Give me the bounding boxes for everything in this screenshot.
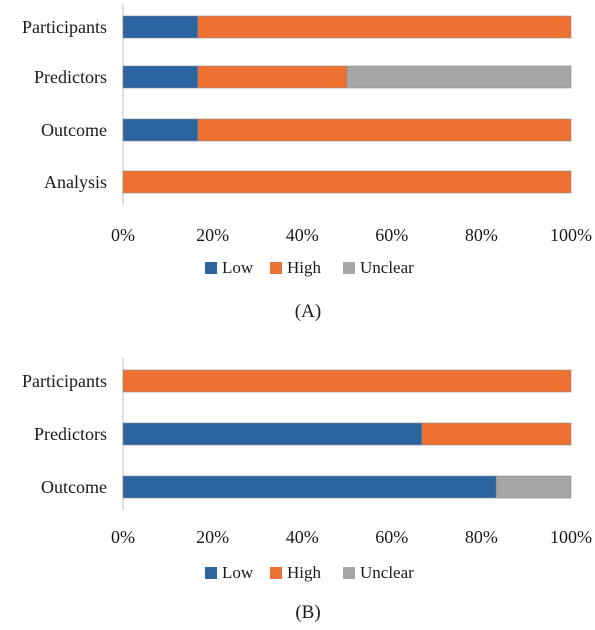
bar-segment-low: [122, 118, 199, 142]
category-label: Predictors: [34, 424, 107, 444]
x-tick-label: 60%: [375, 225, 408, 245]
bar-segment-high: [122, 369, 572, 393]
legend-label-high: High: [287, 258, 322, 277]
legend-swatch-high: [270, 262, 282, 274]
category-label: Analysis: [44, 172, 107, 192]
bar-segment-unclear: [346, 65, 572, 89]
legend-label-high: High: [287, 563, 322, 582]
x-tick-label: 20%: [196, 225, 229, 245]
legend-swatch-unclear: [343, 262, 355, 274]
bar-segment-high: [197, 15, 572, 39]
x-tick-label: 40%: [286, 527, 319, 547]
chart-caption: (B): [295, 602, 320, 623]
legend-label-unclear: Unclear: [360, 563, 414, 582]
legend-swatch-low: [205, 262, 217, 274]
x-tick-label: 0%: [111, 527, 135, 547]
x-tick-label: 20%: [196, 527, 229, 547]
x-tick-label: 40%: [286, 225, 319, 245]
x-tick-label: 100%: [550, 527, 592, 547]
bar-segment-high: [122, 170, 572, 194]
bar-segment-low: [122, 475, 497, 499]
legend-label-low: Low: [222, 563, 254, 582]
category-label: Outcome: [41, 120, 107, 140]
x-tick-label: 80%: [465, 527, 498, 547]
x-tick-label: 60%: [375, 527, 408, 547]
category-label: Participants: [22, 17, 107, 37]
legend-label-unclear: Unclear: [360, 258, 414, 277]
bar-segment-high: [197, 118, 572, 142]
legend-label-low: Low: [222, 258, 254, 277]
legend-swatch-low: [205, 567, 217, 579]
bar-segment-low: [122, 15, 199, 39]
category-label: Outcome: [41, 477, 107, 497]
legend-swatch-high: [270, 567, 282, 579]
x-tick-label: 80%: [465, 225, 498, 245]
bar-segment-unclear: [495, 475, 572, 499]
bar-segment-high: [197, 65, 348, 89]
legend-swatch-unclear: [343, 567, 355, 579]
category-label: Predictors: [34, 67, 107, 87]
chart-b: Participants Predictors Outcome 0% 20% 40% 60%…: [22, 358, 592, 623]
x-tick-label: 0%: [111, 225, 135, 245]
chart-a: Participants Predictors Outcome Analysis 0% 2…: [22, 4, 592, 322]
bar-segment-low: [122, 65, 199, 89]
chart-caption: (A): [295, 301, 321, 322]
category-label: Participants: [22, 371, 107, 391]
bar-segment-low: [122, 422, 423, 446]
x-tick-label: 100%: [550, 225, 592, 245]
bar-segment-high: [421, 422, 572, 446]
